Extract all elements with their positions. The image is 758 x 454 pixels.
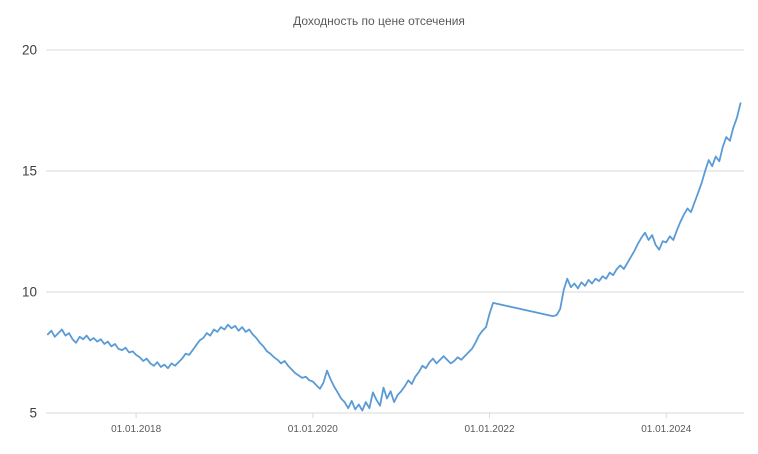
x-tick-label: 01.01.2020	[288, 424, 338, 435]
y-tick-label: 15	[22, 164, 37, 179]
x-tick-label: 01.01.2022	[465, 424, 515, 435]
x-tick-label: 01.01.2024	[641, 424, 691, 435]
series-line	[46, 102, 742, 412]
y-tick-label: 10	[22, 285, 37, 300]
x-tick-label: 01.01.2018	[111, 424, 161, 435]
chart-title: Доходность по цене отсечения	[293, 14, 465, 28]
y-tick-label: 20	[22, 43, 37, 58]
y-tick-label: 5	[29, 406, 37, 421]
